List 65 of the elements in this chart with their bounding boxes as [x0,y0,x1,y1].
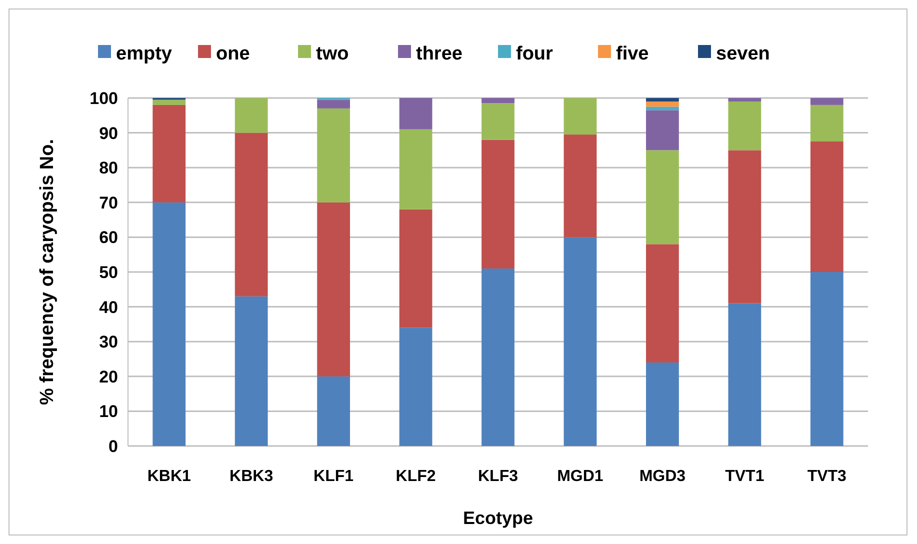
y-tick-label: 60 [99,228,118,248]
legend-label: two [316,44,349,65]
x-tick-label: TVT1 [725,468,764,485]
bar [728,101,762,150]
bar [728,98,762,102]
bar [646,150,679,244]
x-tick-label: MGD3 [639,468,686,485]
y-tick-label: 80 [99,158,118,178]
bar [482,140,514,269]
legend-label: four [516,44,554,65]
y-tick-label: 100 [90,88,118,108]
bar [728,150,762,304]
bar [152,100,186,105]
bar [152,104,186,202]
bar [810,142,844,272]
legend-label: empty [116,44,172,65]
bar [646,101,679,107]
bar [399,328,432,446]
bar [564,98,597,135]
legend-label: one [216,44,250,65]
legend-label: five [616,44,649,65]
y-axis-title: % frequency of caryopsis No. [37,138,58,406]
bar [810,98,844,105]
x-tick-label: TVT3 [807,468,847,485]
bar [646,362,679,446]
bar [317,100,350,108]
y-tick-label: 20 [99,367,118,386]
bar [399,98,432,130]
x-tick-label: KBK1 [147,468,191,485]
x-axis-title: Ecotype [462,508,534,528]
bar [564,237,597,446]
bar [234,98,268,133]
bar [482,103,514,140]
legend-label: seven [716,44,770,65]
bar [234,132,268,296]
bar [728,303,762,446]
bar [317,108,350,202]
y-tick-label: 10 [99,402,118,422]
x-tick-label: MGD1 [557,468,604,485]
bar [646,98,679,102]
y-tick-label: 70 [99,193,118,212]
bar [482,268,514,446]
x-tick-label: KLF2 [396,468,436,485]
bar [564,134,597,238]
bar [317,202,350,376]
bar [810,272,844,446]
y-tick-label: 40 [99,298,118,317]
bar [646,110,679,150]
y-tick-label: 90 [99,124,118,143]
y-tick-label: 50 [99,262,118,282]
y-tick-label: 0 [108,436,118,456]
bar [646,244,679,362]
bar [399,209,432,328]
x-tick-label: KBK3 [230,468,274,485]
bar [399,129,432,210]
legend-label: three [416,44,462,65]
bar [317,376,350,446]
bar [482,98,514,104]
y-tick-label: 30 [99,332,118,352]
bar [646,106,679,110]
x-tick-label: KLF3 [478,468,518,485]
bar [810,104,844,142]
bar [234,296,268,446]
bar [152,202,186,446]
x-tick-label: KLF1 [314,468,354,485]
